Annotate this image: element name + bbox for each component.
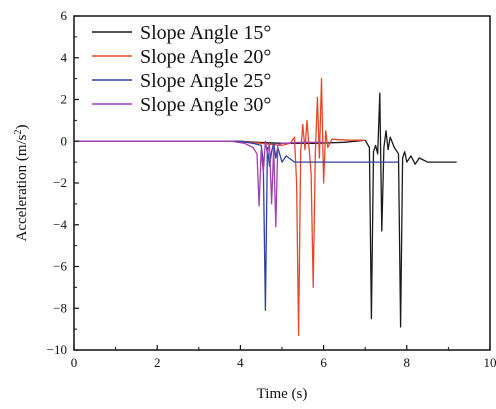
y-tick-label: 6 (61, 8, 68, 23)
x-tick-label: 0 (71, 355, 78, 370)
plot-frame (74, 16, 490, 350)
y-tick-label: −8 (53, 300, 67, 315)
y-tick-label: 0 (61, 133, 68, 148)
y-tick-label: −6 (53, 259, 67, 274)
x-tick-label: 4 (237, 355, 244, 370)
legend-label-1: Slope Angle 15° (140, 22, 271, 44)
x-tick-label: 8 (404, 355, 411, 370)
y-tick-label: −4 (53, 217, 67, 232)
legend-label-2: Slope Angle 20° (140, 46, 271, 68)
x-axis-label: Time (s) (257, 386, 308, 402)
series-layer (74, 79, 457, 336)
x-tick-label: 6 (320, 355, 327, 370)
legend-label-3: Slope Angle 25° (140, 70, 271, 92)
legend-label-4: Slope Angle 30° (140, 94, 271, 116)
legend: Slope Angle 15°Slope Angle 20°Slope Angl… (92, 22, 271, 116)
series-line-4 (74, 141, 324, 227)
y-tick-label: −2 (53, 175, 67, 190)
y-tick-label: −10 (47, 342, 67, 357)
y-tick-label: 4 (61, 50, 68, 65)
y-axis-label: Acceleration (m/s2) (13, 124, 31, 241)
series-line-3 (74, 141, 399, 310)
series-line-2 (74, 79, 365, 336)
y-tick-label: 2 (61, 92, 68, 107)
x-tick-label: 2 (154, 355, 161, 370)
x-tick-label: 10 (484, 355, 496, 370)
